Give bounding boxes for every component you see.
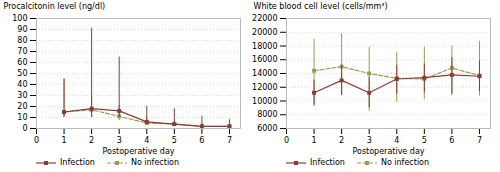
svg-text:20: 20 <box>17 102 27 111</box>
svg-text:4: 4 <box>394 136 399 145</box>
svg-text:20000: 20000 <box>252 28 277 37</box>
svg-text:22000: 22000 <box>252 14 277 23</box>
svg-text:2: 2 <box>89 136 94 145</box>
svg-text:White blood cell level (cells/: White blood cell level (cells/mm³) <box>254 2 388 11</box>
svg-text:10: 10 <box>17 113 27 122</box>
svg-text:2: 2 <box>339 136 344 145</box>
svg-text:40: 40 <box>17 80 27 89</box>
svg-text:Procalcitonin level (ng/dl): Procalcitonin level (ng/dl) <box>4 2 106 11</box>
html-text:No infection: No infection <box>380 158 430 167</box>
svg-text:4: 4 <box>144 136 149 145</box>
html-text:Infection: Infection <box>60 158 95 167</box>
svg-text:14000: 14000 <box>252 69 277 78</box>
svg-text:5: 5 <box>422 136 427 145</box>
html-text:No infection: No infection <box>130 158 180 167</box>
svg-text:50: 50 <box>17 69 27 78</box>
svg-text:0: 0 <box>284 136 289 145</box>
svg-text:6: 6 <box>449 136 454 145</box>
svg-text:70: 70 <box>17 47 27 56</box>
svg-text:10000: 10000 <box>252 97 277 106</box>
svg-text:12000: 12000 <box>252 83 277 92</box>
svg-text:30: 30 <box>17 91 27 100</box>
svg-text:1: 1 <box>62 136 67 145</box>
svg-text:18000: 18000 <box>252 42 277 51</box>
svg-text:16000: 16000 <box>252 55 277 64</box>
svg-text:7: 7 <box>477 136 482 145</box>
svg-text:60: 60 <box>17 58 27 67</box>
svg-text:1: 1 <box>312 136 317 145</box>
svg-text:8000: 8000 <box>257 110 277 119</box>
svg-text:0: 0 <box>34 136 39 145</box>
svg-text:Postoperative day: Postoperative day <box>102 147 174 156</box>
svg-text:7: 7 <box>227 136 232 145</box>
svg-text:Postoperative day: Postoperative day <box>352 147 424 156</box>
svg-text:3: 3 <box>367 136 372 145</box>
svg-text:5: 5 <box>172 136 177 145</box>
svg-text:0: 0 <box>22 124 27 133</box>
svg-text:6: 6 <box>199 136 204 145</box>
svg-text:90: 90 <box>17 25 27 34</box>
svg-text:6000: 6000 <box>257 124 277 133</box>
svg-text:100: 100 <box>12 14 27 23</box>
html-text:Infection: Infection <box>310 158 345 167</box>
svg-text:3: 3 <box>117 136 122 145</box>
svg-text:80: 80 <box>17 36 27 45</box>
